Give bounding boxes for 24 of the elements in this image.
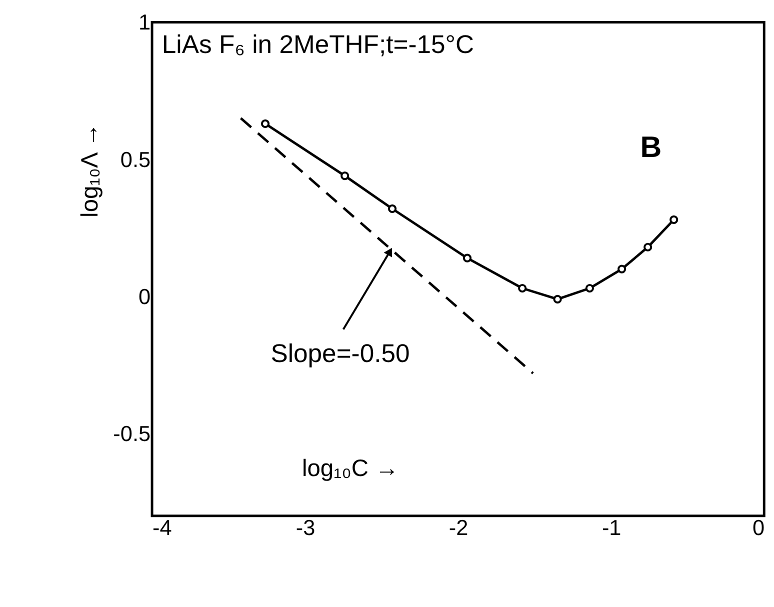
point: [618, 264, 626, 274]
x-tick-label: -4: [152, 515, 172, 540]
point: [644, 242, 652, 252]
y-tick-label: 0: [138, 284, 151, 309]
y-tick-label: 0.5: [120, 146, 151, 172]
point: [340, 172, 350, 180]
annotation: B: [640, 131, 662, 164]
x-tick-label: -2: [448, 515, 468, 540]
point: [670, 215, 678, 224]
y-tick-label: 1: [138, 10, 151, 35]
point: [462, 254, 472, 262]
y-axis-title: log₁₀Λ →: [78, 123, 104, 218]
point: [388, 204, 397, 214]
point: [585, 284, 594, 293]
point: [518, 284, 527, 293]
point: [260, 119, 270, 128]
point: [553, 294, 562, 304]
x-tick-label: -1: [602, 515, 622, 540]
y-tick-label: -0.5: [113, 421, 151, 446]
x-tick-label: 0: [752, 515, 765, 540]
annotation: LiAs F₆ in 2MeTHF;t=-15°C: [162, 30, 474, 59]
annotation: Slope=-0.50: [270, 340, 410, 368]
x-tick-label: -3: [296, 515, 316, 540]
x-axis-title: log₁₀C →: [302, 456, 399, 482]
